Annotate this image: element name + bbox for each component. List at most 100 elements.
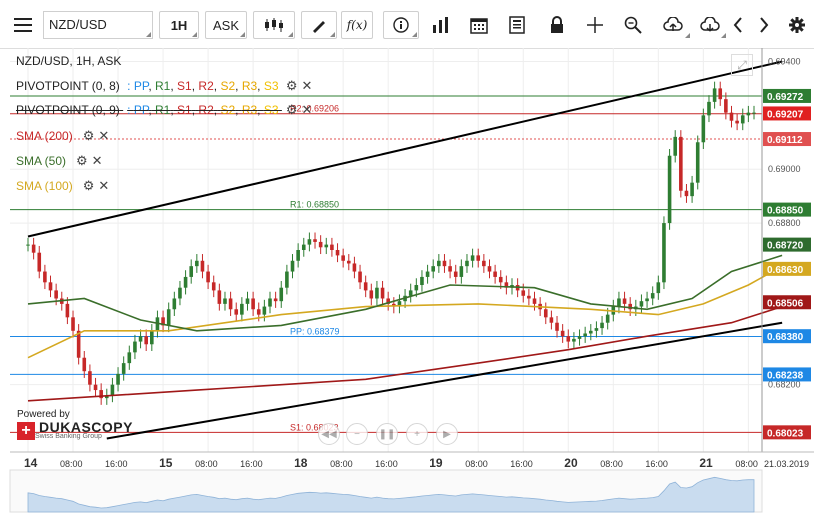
candle-body: [521, 290, 526, 296]
pause-icon[interactable]: ❚❚: [376, 423, 398, 445]
pivot2-pp: PP: [133, 103, 149, 117]
gear-icon[interactable]: ⚙: [76, 153, 88, 168]
candle-body: [628, 303, 632, 310]
candle-body: [166, 309, 171, 326]
candle-body: [397, 301, 402, 307]
prev-icon: [733, 17, 742, 33]
news-button[interactable]: [501, 11, 533, 39]
candle-body: [408, 290, 413, 296]
candle-body: [26, 244, 30, 246]
sma100-line: [27, 265, 783, 359]
candle-body: [639, 301, 644, 307]
price-tag: [763, 425, 811, 440]
info-button[interactable]: [383, 11, 419, 39]
price-tag-label: 0.68023: [767, 428, 804, 439]
crosshair-button[interactable]: [579, 11, 611, 39]
expand-icon[interactable]: ⤢: [731, 54, 753, 76]
gear-icon[interactable]: ⚙: [285, 78, 298, 93]
candle-body: [600, 322, 604, 329]
close-icon[interactable]: ✕: [301, 78, 313, 93]
pivot1-sep: :: [127, 79, 131, 93]
zoom-out-icon[interactable]: −: [346, 423, 368, 445]
candle-body: [645, 298, 649, 302]
calendar-button[interactable]: [463, 11, 495, 39]
pivot1-s1: S1: [177, 79, 192, 93]
candle-body: [206, 271, 210, 283]
candles-icon: [265, 18, 283, 32]
close-icon[interactable]: ✕: [301, 102, 313, 117]
close-icon[interactable]: ✕: [98, 128, 110, 143]
hamburger-icon[interactable]: [9, 11, 37, 39]
gear-icon[interactable]: ⚙: [285, 102, 298, 117]
candle-body: [437, 260, 441, 267]
x-tick-label: 15: [159, 456, 173, 470]
candle-body: [380, 287, 385, 299]
x-tick-label: 14: [24, 456, 38, 470]
candle-body: [352, 263, 357, 272]
gear-icon[interactable]: ⚙: [82, 128, 95, 143]
candle-body: [487, 266, 492, 272]
next-button[interactable]: [753, 11, 775, 39]
candle-body: [54, 290, 58, 299]
candle-body: [431, 266, 436, 272]
fx-button[interactable]: f(x): [341, 11, 373, 39]
y-tick-label: 0.68800: [768, 218, 801, 228]
price-tag-label: 0.68850: [767, 206, 804, 217]
candle-body: [465, 260, 469, 267]
download-icon: [700, 17, 720, 32]
candle-body: [504, 282, 509, 288]
volume-button[interactable]: [425, 11, 457, 39]
zoom-in-icon[interactable]: +: [406, 423, 428, 445]
sma100-label: SMA (100): [16, 179, 73, 193]
prev-button[interactable]: [727, 11, 749, 39]
play-icon[interactable]: ▶: [436, 423, 458, 445]
x-tick-label: 08:00: [330, 459, 353, 469]
candle-body: [369, 290, 374, 299]
candle-body: [43, 271, 47, 283]
draw-button[interactable]: [301, 11, 337, 39]
close-icon[interactable]: ✕: [91, 153, 103, 168]
gear-icon[interactable]: ⚙: [82, 178, 95, 193]
rewind-icon[interactable]: ◀◀: [318, 423, 340, 445]
candle-body: [31, 244, 36, 253]
pivot1-r1: R1: [155, 79, 171, 93]
candle-body: [549, 317, 554, 323]
settings-button[interactable]: [785, 11, 809, 39]
chart-title: NZD/USD, 1H, ASK: [16, 54, 122, 68]
pivot2-r2: R2: [198, 103, 214, 117]
sma50-legend: SMA (50) ⚙ ✕: [16, 153, 103, 169]
candles-button[interactable]: [253, 11, 295, 39]
pivot1-r3: R3: [241, 79, 258, 93]
date-label: 21.03.2019: [764, 459, 809, 469]
pivot2-s1: S1: [177, 103, 192, 117]
candle-body: [588, 330, 593, 334]
pivot1-name: PIVOTPOINT (0, 8): [16, 79, 120, 93]
price-tag-label: 0.69272: [767, 92, 804, 103]
candle-body: [532, 298, 537, 304]
candle-body: [375, 287, 379, 299]
candle-body: [622, 298, 627, 304]
comma: ,: [191, 79, 196, 93]
lock-icon: [551, 16, 563, 33]
zoom-button[interactable]: [617, 11, 649, 39]
lock-button[interactable]: [541, 11, 573, 39]
toolbar: NZD/USD 1H ASK f(x): [0, 0, 814, 49]
candle-body: [729, 112, 734, 121]
brand-sub: Swiss Banking Group: [35, 433, 102, 440]
side-select[interactable]: ASK: [205, 11, 247, 39]
x-tick-label: 16:00: [645, 459, 668, 469]
candle-body: [746, 112, 751, 116]
download-button[interactable]: [693, 11, 727, 39]
candle-body: [560, 330, 565, 337]
navigator-area: [27, 476, 755, 513]
upload-button[interactable]: [655, 11, 691, 39]
candle-body: [583, 333, 587, 337]
candle-body: [245, 298, 250, 304]
candle-body: [718, 88, 723, 100]
interval-select[interactable]: 1H: [159, 11, 199, 39]
close-icon[interactable]: ✕: [98, 178, 110, 193]
candle-body: [82, 357, 87, 372]
comma: ,: [235, 103, 239, 117]
symbol-select[interactable]: NZD/USD: [43, 11, 153, 39]
